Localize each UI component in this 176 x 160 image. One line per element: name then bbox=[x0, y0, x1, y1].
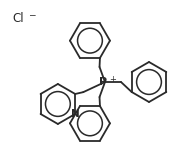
Text: +: + bbox=[109, 75, 116, 84]
Text: P: P bbox=[99, 77, 107, 87]
Text: Cl: Cl bbox=[12, 12, 24, 24]
Text: N: N bbox=[71, 109, 80, 119]
Text: −: − bbox=[28, 11, 36, 20]
